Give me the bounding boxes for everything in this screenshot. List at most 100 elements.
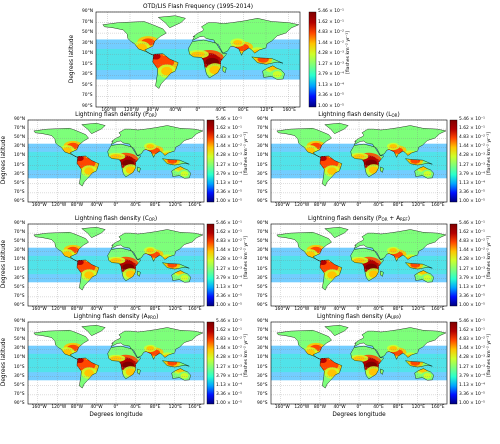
lon-tick-label: 80°W [70,203,83,208]
colorbar-tick-label: 4.28 × 10⁻³ [216,355,242,361]
colorbar-title: [flashes km⁻² yr⁻¹] [487,235,492,279]
lon-tick-label: 120°E [411,405,426,410]
coastline [319,155,343,187]
lon-tick-label: 120°E [260,108,274,113]
lat-tick-label: 30°S [82,72,93,78]
colorbar-tick-label: 4.83 × 10⁻² [216,135,242,141]
colorbar-tick-label: 5.46 × 10⁻¹ [459,117,485,122]
lat-tick-label: 90°N [14,117,26,122]
colorbar-tick-label: 3.36 × 10⁻⁵ [216,293,242,299]
coastline [110,327,204,360]
lat-tick-label: 10°N [14,153,26,159]
lon-tick-label: 40°E [130,307,141,312]
coastline [110,229,204,262]
flash-hotspot [84,167,95,175]
colorbar-tick-label: 3.79 × 10⁻⁴ [216,373,242,379]
lon-tick-label: 160°E [188,405,202,410]
lon-tick-label: 40°W [333,203,346,208]
lon-tick-label: 120°E [168,307,183,312]
lat-tick-label: 10°S [14,266,25,272]
lon-tick-label: 160°E [188,307,202,312]
lon-tick-label: 80°E [392,203,404,208]
coastline [137,270,141,277]
colorbar-tick-label: 4.28 × 10⁻³ [216,257,242,263]
lon-tick-label: 40°W [169,108,182,113]
panel-title: Lightning flash density (AUPP) [316,314,402,320]
coastline [353,229,447,262]
lon-tick-label: 80°W [313,203,326,208]
lat-tick-label: 50°S [257,284,268,290]
flash-hotspot [389,248,398,253]
lon-tick-label: 40°W [90,203,103,208]
coastline [81,122,106,134]
coastline [324,122,349,134]
lat-tick-label: 90°S [14,199,25,204]
map-frame [27,223,205,307]
colorbar-tick-label: 3.36 × 10⁻⁵ [216,391,242,397]
lon-tick-label: 40°E [215,108,226,113]
coastline [414,270,435,283]
lon-tick-label: 80°E [149,307,161,312]
coastline [404,262,433,270]
lat-tick-label: 70°N [257,126,269,132]
lon-tick-label: 0° [113,307,119,312]
coastline [353,327,447,360]
colorbar-tick-label: 1.00 × 10⁻⁵ [459,401,485,406]
coastline [171,270,192,283]
colorbar-tick-label: 4.28 × 10⁻³ [459,257,485,263]
flash-hotspot [125,166,136,174]
lat-tick-label: 90°N [14,221,26,226]
lat-tick-label: 90°N [82,9,94,14]
coastline [222,66,227,74]
colorbar-tick-label: 5.46 × 10⁻¹ [318,9,344,14]
panel-title: Lightning flash density (POR) [75,112,157,118]
flash-hotspot [368,270,379,278]
colorbar [206,223,215,307]
lon-tick-label: 40°E [373,203,384,208]
coastline [380,166,384,173]
lon-tick-label: 120°W [51,203,67,208]
colorbar-tick-label: 1.62 × 10⁻¹ [216,230,242,236]
flash-hotspot [180,373,189,379]
coastline [350,345,385,380]
continent-landmass [354,229,446,262]
coastline [161,262,190,270]
coastline [161,158,190,166]
colorbar-tick-label: 1.27 × 10⁻³ [216,162,242,168]
colorbar [308,11,317,108]
map-panel-5 [27,321,215,405]
coastline [161,360,190,368]
coastline [110,125,204,158]
lon-tick-label: 0° [113,203,119,208]
coastline [350,143,385,178]
continent-landmass [324,123,349,134]
flash-hotspot [84,271,95,279]
lat-tick-label: 90°N [257,319,269,324]
colorbar-tick-label: 5.46 × 10⁻¹ [216,117,242,122]
lon-tick-label: 160°E [431,307,445,312]
lat-tick-label: 90°S [257,199,268,204]
lon-tick-label: 80°E [149,203,161,208]
colorbar-tick-label: 1.13 × 10⁻⁴ [318,82,344,88]
panel-title: OTD/LIS Flash Frequency (1995-2014) [143,4,253,10]
colorbar-tick-label: 1.44 × 10⁻² [459,248,485,254]
continent-landmass [81,123,106,134]
lon-tick-label: 80°E [392,307,404,312]
lat-tick-label: 70°N [257,230,269,236]
lon-tick-label: 120°W [294,405,310,410]
colorbar [206,321,215,405]
lon-tick-label: 40°E [373,405,384,410]
colorbar-tick-label: 1.00 × 10⁻⁵ [216,303,242,308]
colorbar-tick-label: 5.46 × 10⁻¹ [216,319,242,324]
continent-landmass [81,325,106,336]
colorbar-tick-label: 4.83 × 10⁻² [216,239,242,245]
lon-tick-label: 120°W [51,405,67,410]
lon-tick-label: 40°W [90,405,103,410]
lat-tick-label: 50°S [257,180,268,186]
colorbar-tick-label: 3.36 × 10⁻⁵ [459,189,485,195]
continent-landmass [324,325,349,336]
colorbar-tick-label: 1.62 × 10⁻¹ [318,19,344,25]
flash-hotspot [368,368,379,376]
map-panel-2 [270,119,458,203]
